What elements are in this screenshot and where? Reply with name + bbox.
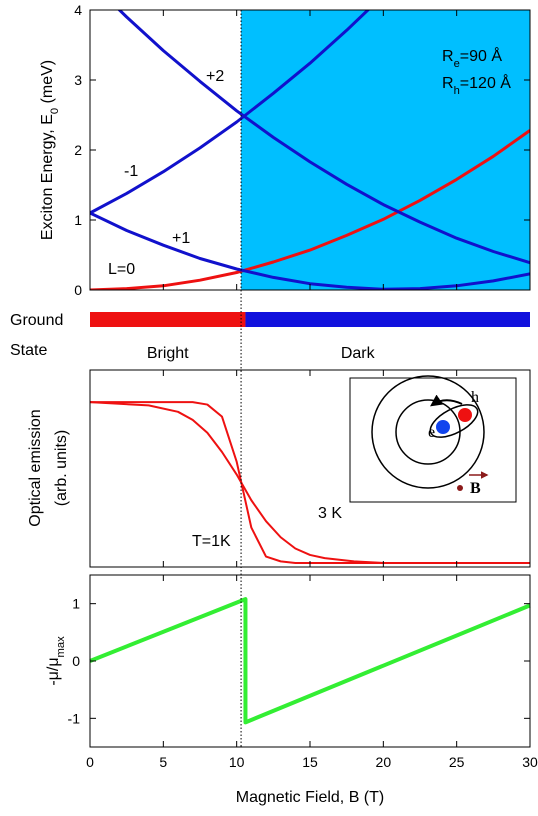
inset-label: h <box>471 389 479 406</box>
y-axis-label: Exciton Energy, E0 (meV) <box>39 60 61 240</box>
ground-state-bar <box>245 312 530 327</box>
electron <box>436 420 450 434</box>
radius-label: Re=90 Å <box>442 46 502 70</box>
x-axis-label: Magnetic Field, B (T) <box>236 789 384 806</box>
x-tick-label: 25 <box>449 754 465 770</box>
field-dot <box>457 485 463 491</box>
y-axis-label: -μ/μmax <box>45 636 67 686</box>
y-tick-label: 2 <box>74 142 82 158</box>
plot-frame <box>89 369 531 568</box>
curve-label: +1 <box>172 230 190 247</box>
radius-label-tail: =120 Å <box>460 73 511 92</box>
curve-label: -1 <box>124 163 138 180</box>
dark-region <box>241 10 531 290</box>
rotation-arrow <box>430 394 463 407</box>
x-tick-label: 15 <box>302 754 318 770</box>
radius-label-main: R <box>442 48 454 65</box>
x-tick-label: 20 <box>376 754 392 770</box>
curve-label: T=1K <box>192 533 231 550</box>
ground-state-bar <box>90 312 246 327</box>
y-tick-label: -1 <box>68 710 81 726</box>
state-label: Bright <box>147 345 189 362</box>
series-line <box>89 401 530 564</box>
y-axis-label-main: Exciton Energy, E <box>39 114 56 240</box>
exciton <box>429 404 479 438</box>
y-tick-label: 3 <box>74 72 82 88</box>
inset-label: B <box>470 480 481 497</box>
strip-label: Ground <box>10 312 63 329</box>
curve-label: 3 K <box>318 505 342 522</box>
series-line <box>90 401 530 564</box>
radius-label-main: R <box>442 75 454 92</box>
plot-frame <box>89 9 531 291</box>
y-axis-label-sub: max <box>55 636 67 658</box>
series-line <box>117 10 530 265</box>
radius-label: Rh=120 Å <box>442 73 511 97</box>
x-tick-label: 30 <box>522 754 538 770</box>
y-axis-label: Optical emission <box>27 409 44 526</box>
x-tick-label: 10 <box>229 754 245 770</box>
curve-label: L=0 <box>108 261 135 278</box>
hole <box>458 408 472 422</box>
radius-label-sub: h <box>454 85 460 97</box>
y-tick-label: 0 <box>72 653 80 669</box>
curve-label: +2 <box>206 68 224 85</box>
radius-label-sub: e <box>454 58 460 70</box>
y-axis-label-main: -μ/μ <box>45 657 62 685</box>
plot-frame <box>89 574 531 748</box>
y-axis-label-tail: (meV) <box>39 60 56 108</box>
series-line <box>89 597 531 725</box>
y-axis-label: (arb. units) <box>53 430 70 506</box>
radius-label-tail: =90 Å <box>460 46 503 65</box>
y-tick-label: 0 <box>74 282 82 298</box>
strip-label: State <box>10 342 47 359</box>
x-tick-label: 0 <box>86 754 94 770</box>
y-tick-label: 4 <box>74 2 82 18</box>
state-label: Dark <box>341 345 376 362</box>
inset-label: e <box>428 424 435 441</box>
y-axis-label-sub: 0 <box>49 108 61 114</box>
x-tick-label: 5 <box>159 754 167 770</box>
orbit <box>371 375 485 489</box>
y-tick-label: 1 <box>72 596 80 612</box>
y-tick-label: 1 <box>74 212 82 228</box>
series-line <box>90 10 371 215</box>
